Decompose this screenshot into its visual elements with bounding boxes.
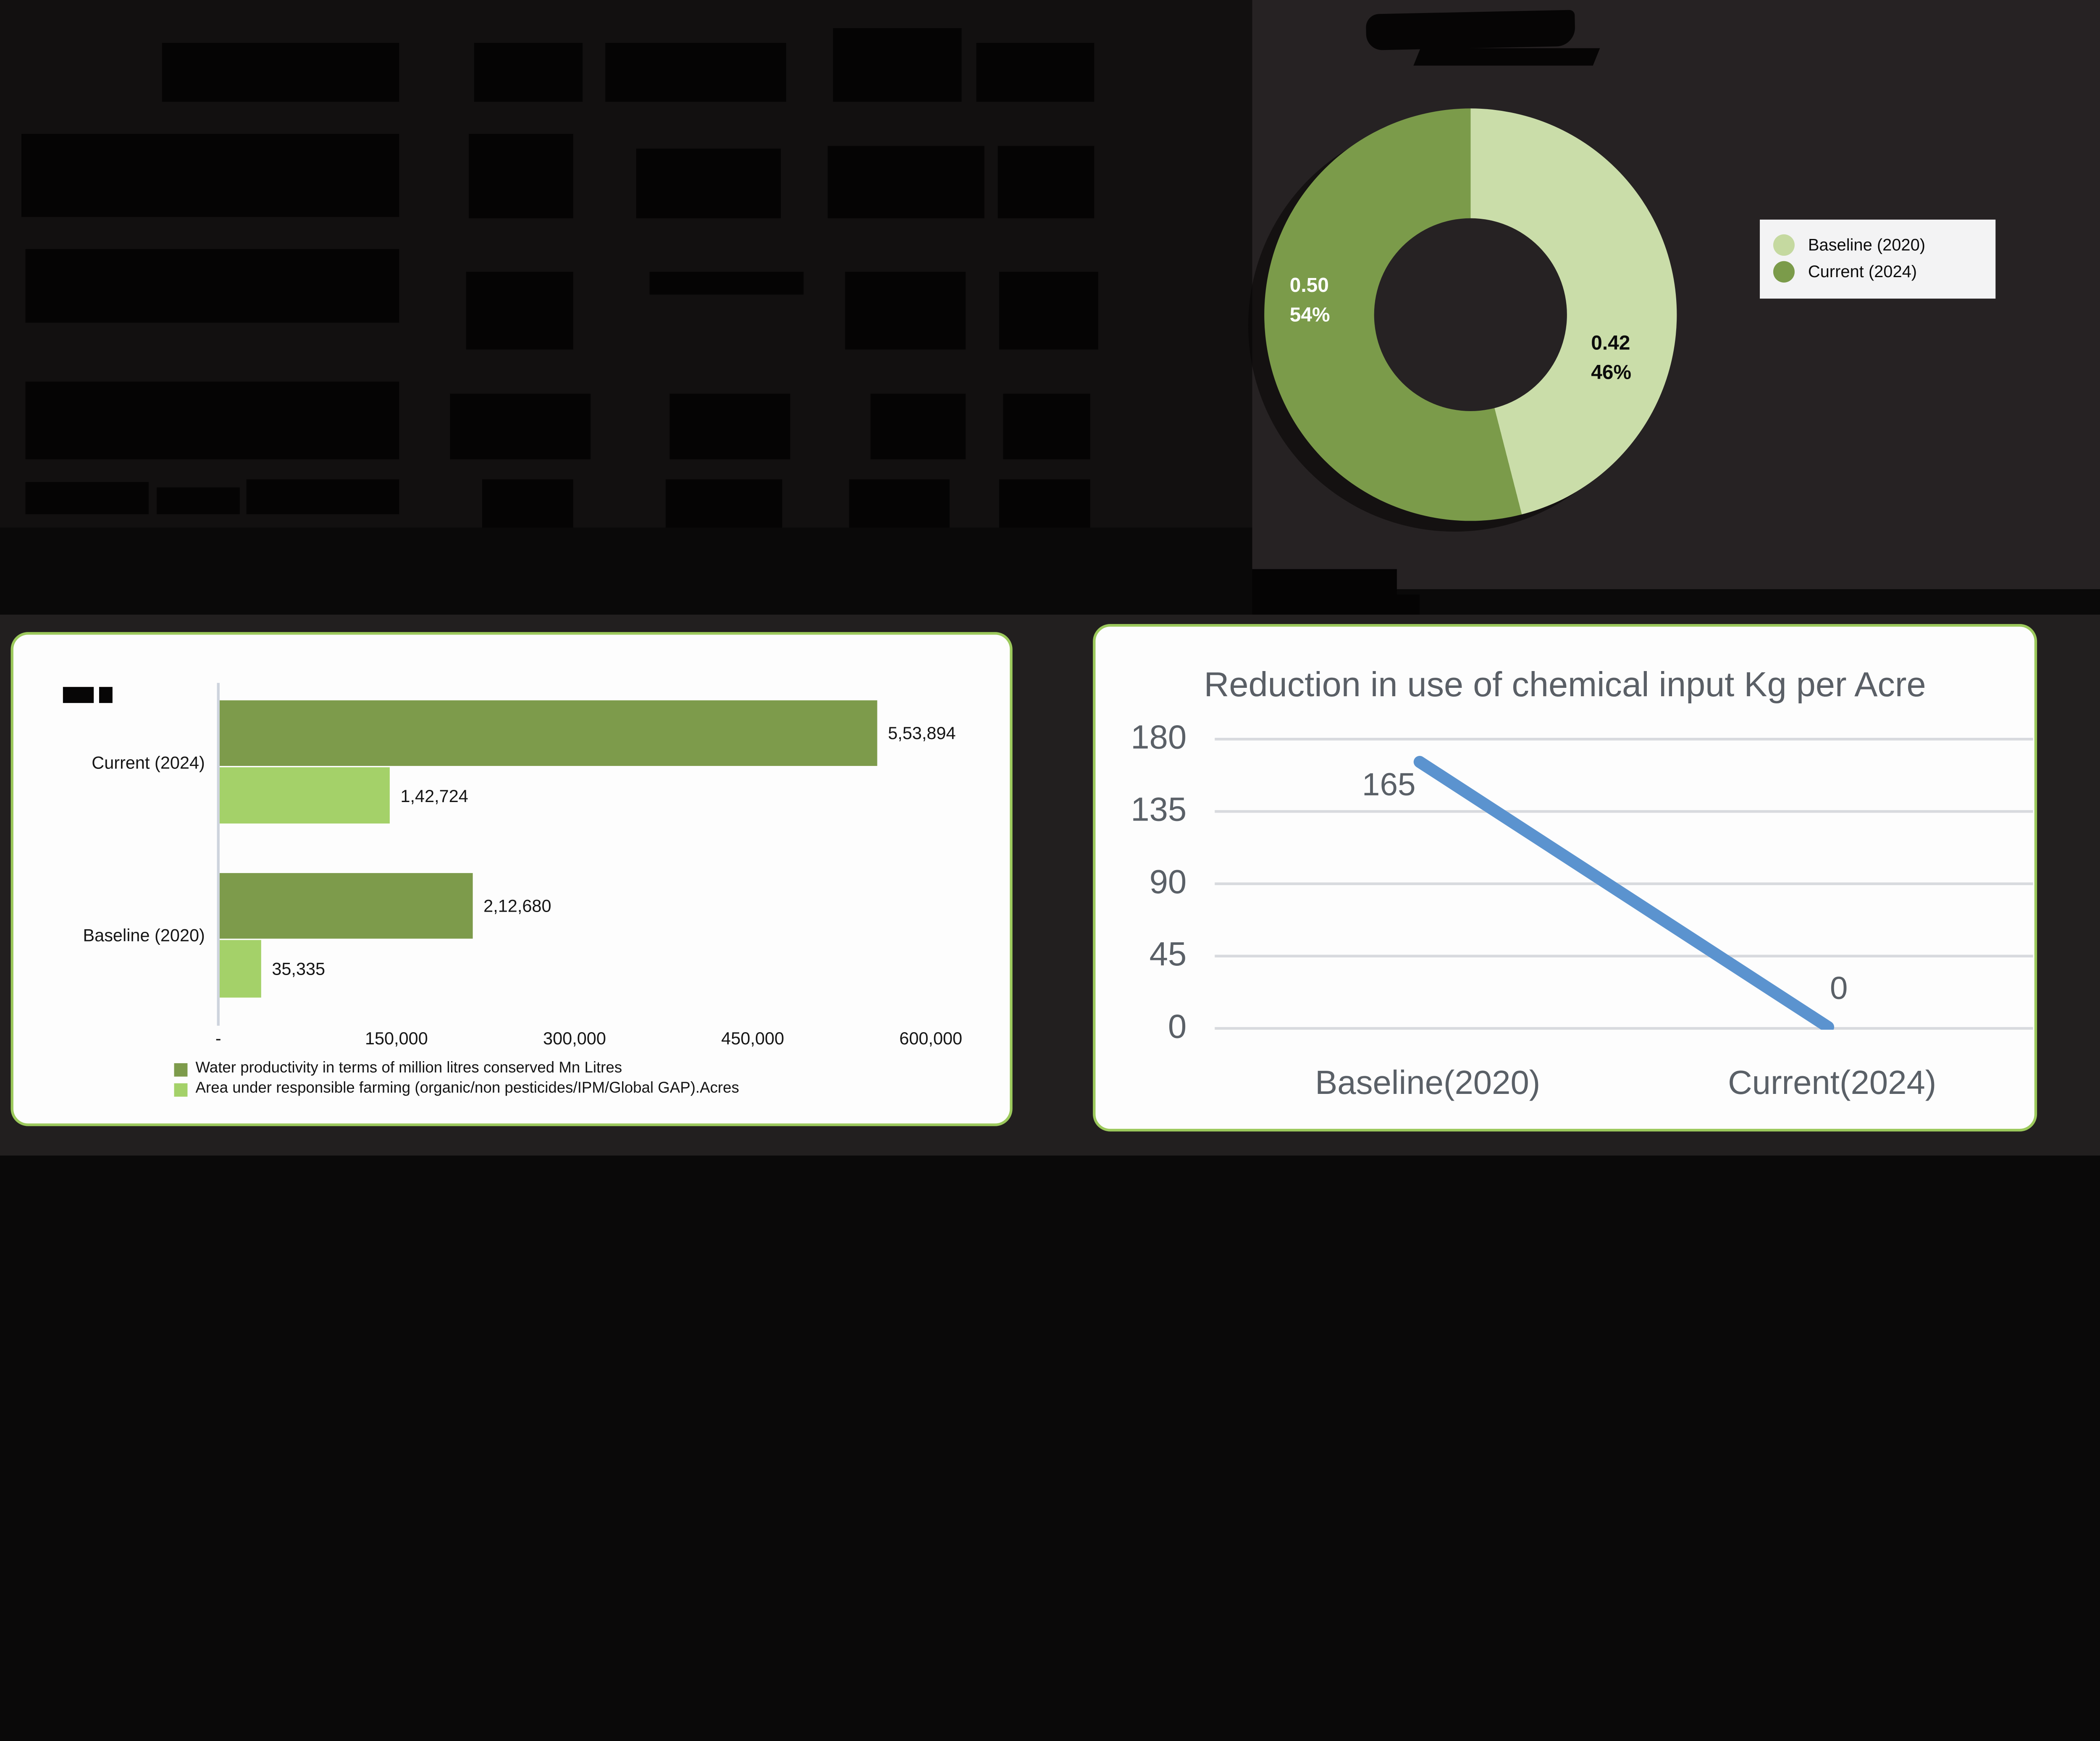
legend-label: Current (2024): [1808, 262, 1917, 281]
gridline: [1215, 738, 2033, 741]
donut-hole: [1374, 218, 1567, 411]
redacted-table: [0, 0, 1252, 528]
bar-chart-card: 5,53,894 1,42,724 2,12,680 35,335 Curren…: [10, 632, 1013, 1126]
donut-slice-label-baseline: 0.42 46%: [1591, 329, 1631, 388]
x-category-baseline: Baseline(2020): [1315, 1065, 1541, 1102]
redacted-block: [25, 482, 149, 514]
redacted-block: [998, 146, 1095, 218]
y-tick-label: 45: [1149, 936, 1187, 974]
bar-current-area: [219, 767, 390, 824]
point-label-baseline: 165: [1362, 767, 1416, 804]
donut-chart: [1248, 108, 1677, 532]
legend-item-water: Water productivity in terms of million l…: [174, 1061, 739, 1077]
slice-pct: 54%: [1289, 304, 1330, 327]
redacted-block: [605, 43, 786, 102]
y-tick-label: 180: [1131, 719, 1187, 757]
gridline: [1215, 882, 2033, 885]
redacted-block: [976, 43, 1095, 102]
x-tick: 300,000: [543, 1028, 606, 1049]
redacted-block: [482, 479, 573, 528]
x-tick: 600,000: [899, 1028, 963, 1049]
legend-swatch-baseline-icon: [1773, 234, 1795, 256]
redacted-block: [849, 479, 950, 528]
redacted-block: [669, 393, 790, 459]
redacted-block: [827, 146, 984, 218]
redacted-block: [157, 487, 240, 514]
redacted-block: [649, 272, 804, 295]
slice-pct: 46%: [1591, 361, 1632, 385]
bar-value-label: 5,53,894: [888, 723, 956, 743]
redacted-block: [25, 249, 399, 323]
redacted-block: [25, 381, 399, 459]
y-tick-label: 135: [1131, 791, 1187, 829]
redacted-block: [1252, 569, 1397, 616]
bar-value-label: 35,335: [272, 959, 326, 979]
category-label-current: Current (2024): [92, 753, 205, 773]
legend-item-baseline: Baseline (2020): [1773, 232, 1995, 259]
redacted-block: [636, 148, 781, 218]
x-tick: -: [215, 1028, 221, 1049]
gridline: [1215, 810, 2033, 813]
point-label-current: 0: [1830, 970, 1848, 1007]
redacted-block: [870, 393, 966, 459]
slice-value: 0.50: [1289, 274, 1329, 297]
redacted-chart-title-swoosh: [1413, 48, 1600, 66]
bar-chart-axis-line: [217, 683, 220, 1026]
legend-label: Area under responsible farming (organic/…: [195, 1080, 739, 1097]
y-tick-label: 0: [1168, 1008, 1187, 1046]
legend-swatch-water-icon: [174, 1063, 188, 1077]
bar-value-label: 1,42,724: [400, 785, 468, 806]
redacted-block: [999, 479, 1090, 528]
legend-swatch-area-icon: [174, 1083, 188, 1097]
donut-slice-label-current: 0.50 54%: [1290, 272, 1330, 330]
redacted-card-title: [63, 687, 94, 703]
donut-legend: Baseline (2020) Current (2024): [1760, 219, 1996, 299]
gridline: [1215, 954, 2033, 957]
legend-swatch-current-icon: [1773, 261, 1795, 283]
redacted-card-title: [99, 687, 113, 703]
y-tick-label: 90: [1149, 863, 1187, 902]
slice-value: 0.42: [1591, 332, 1630, 355]
line-series-svg: [1413, 756, 1835, 1030]
x-tick: 450,000: [721, 1028, 785, 1049]
redacted-block: [162, 43, 399, 102]
line-chart-card: Reduction in use of chemical input Kg pe…: [1093, 624, 2037, 1132]
legend-label: Water productivity in terms of million l…: [195, 1060, 622, 1077]
redacted-block: [845, 272, 966, 350]
redacted-block: [466, 272, 573, 350]
category-label-baseline: Baseline (2020): [83, 925, 205, 946]
redacted-block: [474, 43, 583, 102]
redacted-block: [999, 272, 1098, 350]
bar-current-water: [219, 700, 877, 766]
redacted-block: [1003, 393, 1090, 459]
gridline: [1215, 1027, 2033, 1030]
redacted-block: [21, 134, 399, 217]
x-tick: 150,000: [365, 1028, 428, 1049]
redacted-block: [450, 393, 591, 459]
legend-item-current: Current (2024): [1773, 258, 1995, 285]
legend-item-area: Area under responsible farming (organic/…: [174, 1080, 739, 1097]
dashboard-slide: 0.50 54% 0.42 46% Baseline (2020) Curren…: [0, 0, 2100, 1156]
x-category-current: Current(2024): [1728, 1065, 1937, 1102]
redacted-block: [665, 479, 782, 528]
bar-baseline-area: [219, 940, 261, 998]
line-chart-title: Reduction in use of chemical input Kg pe…: [1204, 664, 1926, 705]
redacted-block: [469, 134, 573, 218]
redacted-chart-title: [1365, 10, 1575, 50]
redacted-block: [833, 28, 962, 102]
legend-label: Baseline (2020): [1808, 236, 1926, 254]
redacted-block: [1395, 594, 1420, 616]
bar-chart-legend: Water productivity in terms of million l…: [174, 1061, 739, 1101]
redacted-block: [246, 479, 399, 514]
bar-baseline-water: [219, 873, 473, 939]
bar-value-label: 2,12,680: [483, 896, 551, 916]
line-series: [1413, 756, 1835, 1030]
